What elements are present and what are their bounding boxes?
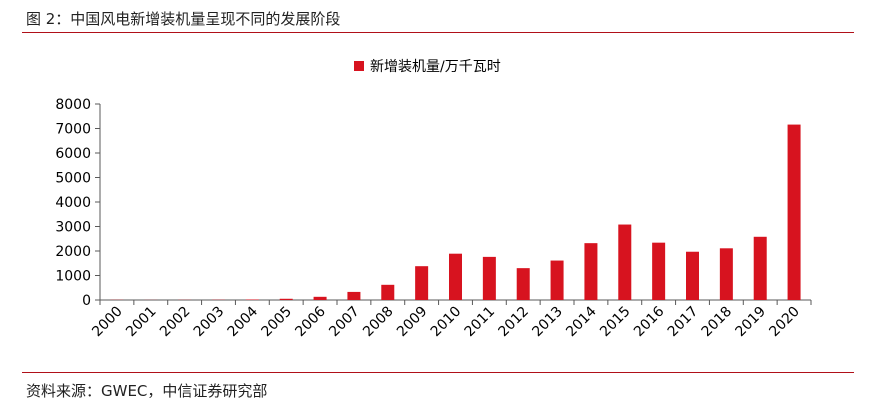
- x-tick-label: 2004: [225, 303, 262, 340]
- x-tick-label: 2011: [462, 304, 499, 341]
- bar-2014: [584, 243, 598, 300]
- bar-2008: [381, 284, 395, 300]
- x-tick-label: 2013: [529, 304, 566, 341]
- x-tick-label: 2006: [292, 303, 329, 340]
- x-tick-label: 2017: [665, 304, 702, 341]
- x-tick-label: 2003: [191, 304, 228, 341]
- y-tick-label: 1000: [55, 269, 91, 285]
- title-divider: [22, 32, 854, 33]
- y-tick-label: 2000: [55, 244, 91, 260]
- source-divider: [22, 372, 854, 373]
- x-tick-label: 2016: [631, 303, 668, 340]
- bar-2017: [686, 251, 699, 300]
- x-tick-label: 2010: [428, 304, 465, 341]
- x-tick-label: 2000: [89, 304, 126, 341]
- y-tick-label: 3000: [55, 220, 91, 236]
- x-tick-label: 2007: [326, 304, 363, 341]
- y-tick-label: 4000: [55, 195, 91, 211]
- bar-2007: [347, 291, 361, 300]
- x-tick-label: 2014: [563, 303, 600, 340]
- x-tick-label: 2020: [766, 304, 803, 341]
- legend-label: 新增装机量/万千瓦时: [370, 59, 501, 75]
- x-tick-label: 2009: [394, 304, 431, 341]
- bar-2011: [482, 256, 496, 300]
- x-tick-label: 2018: [699, 304, 736, 341]
- x-tick-label: 2002: [157, 304, 194, 341]
- bars: [110, 124, 801, 300]
- y-tick-label: 6000: [55, 146, 91, 162]
- bar-chart: 新增装机量/万千瓦时 0 1000 2000 3000 4000 5000 6000 7000…: [55, 59, 812, 341]
- legend-swatch: [354, 61, 364, 71]
- bar-2020: [787, 124, 801, 300]
- x-tick-label: 2019: [733, 304, 770, 341]
- figure-title: 图 2：中国风电新增装机量呈现不同的发展阶段: [26, 10, 341, 28]
- bar-2009: [415, 266, 429, 300]
- bar-2005: [279, 298, 293, 300]
- y-axis: 0 1000 2000 3000 4000 5000 6000 7000 8000: [55, 97, 101, 309]
- source-note: 资料来源：GWEC，中信证券研究部: [26, 382, 268, 400]
- y-tick-label: 5000: [55, 171, 91, 187]
- bar-2018: [719, 248, 733, 300]
- x-tick-label: 2008: [360, 304, 397, 341]
- x-axis: 2000200120022003200420052006200720082009…: [89, 299, 812, 341]
- y-tick-label: 0: [82, 293, 91, 309]
- x-tick-label: 2001: [123, 304, 160, 341]
- y-tick-label: 8000: [55, 97, 91, 113]
- bar-2012: [516, 268, 530, 300]
- bar-2015: [618, 224, 632, 300]
- legend: 新增装机量/万千瓦时: [354, 59, 501, 75]
- bar-2006: [313, 296, 327, 300]
- bar-2016: [652, 242, 666, 300]
- x-tick-label: 2012: [496, 304, 533, 341]
- bar-2019: [753, 236, 767, 300]
- x-tick-label: 2005: [259, 304, 296, 341]
- y-tick-label: 7000: [55, 122, 91, 138]
- bar-2013: [550, 260, 564, 300]
- bar-2010: [449, 253, 462, 300]
- x-tick-label: 2015: [597, 304, 634, 341]
